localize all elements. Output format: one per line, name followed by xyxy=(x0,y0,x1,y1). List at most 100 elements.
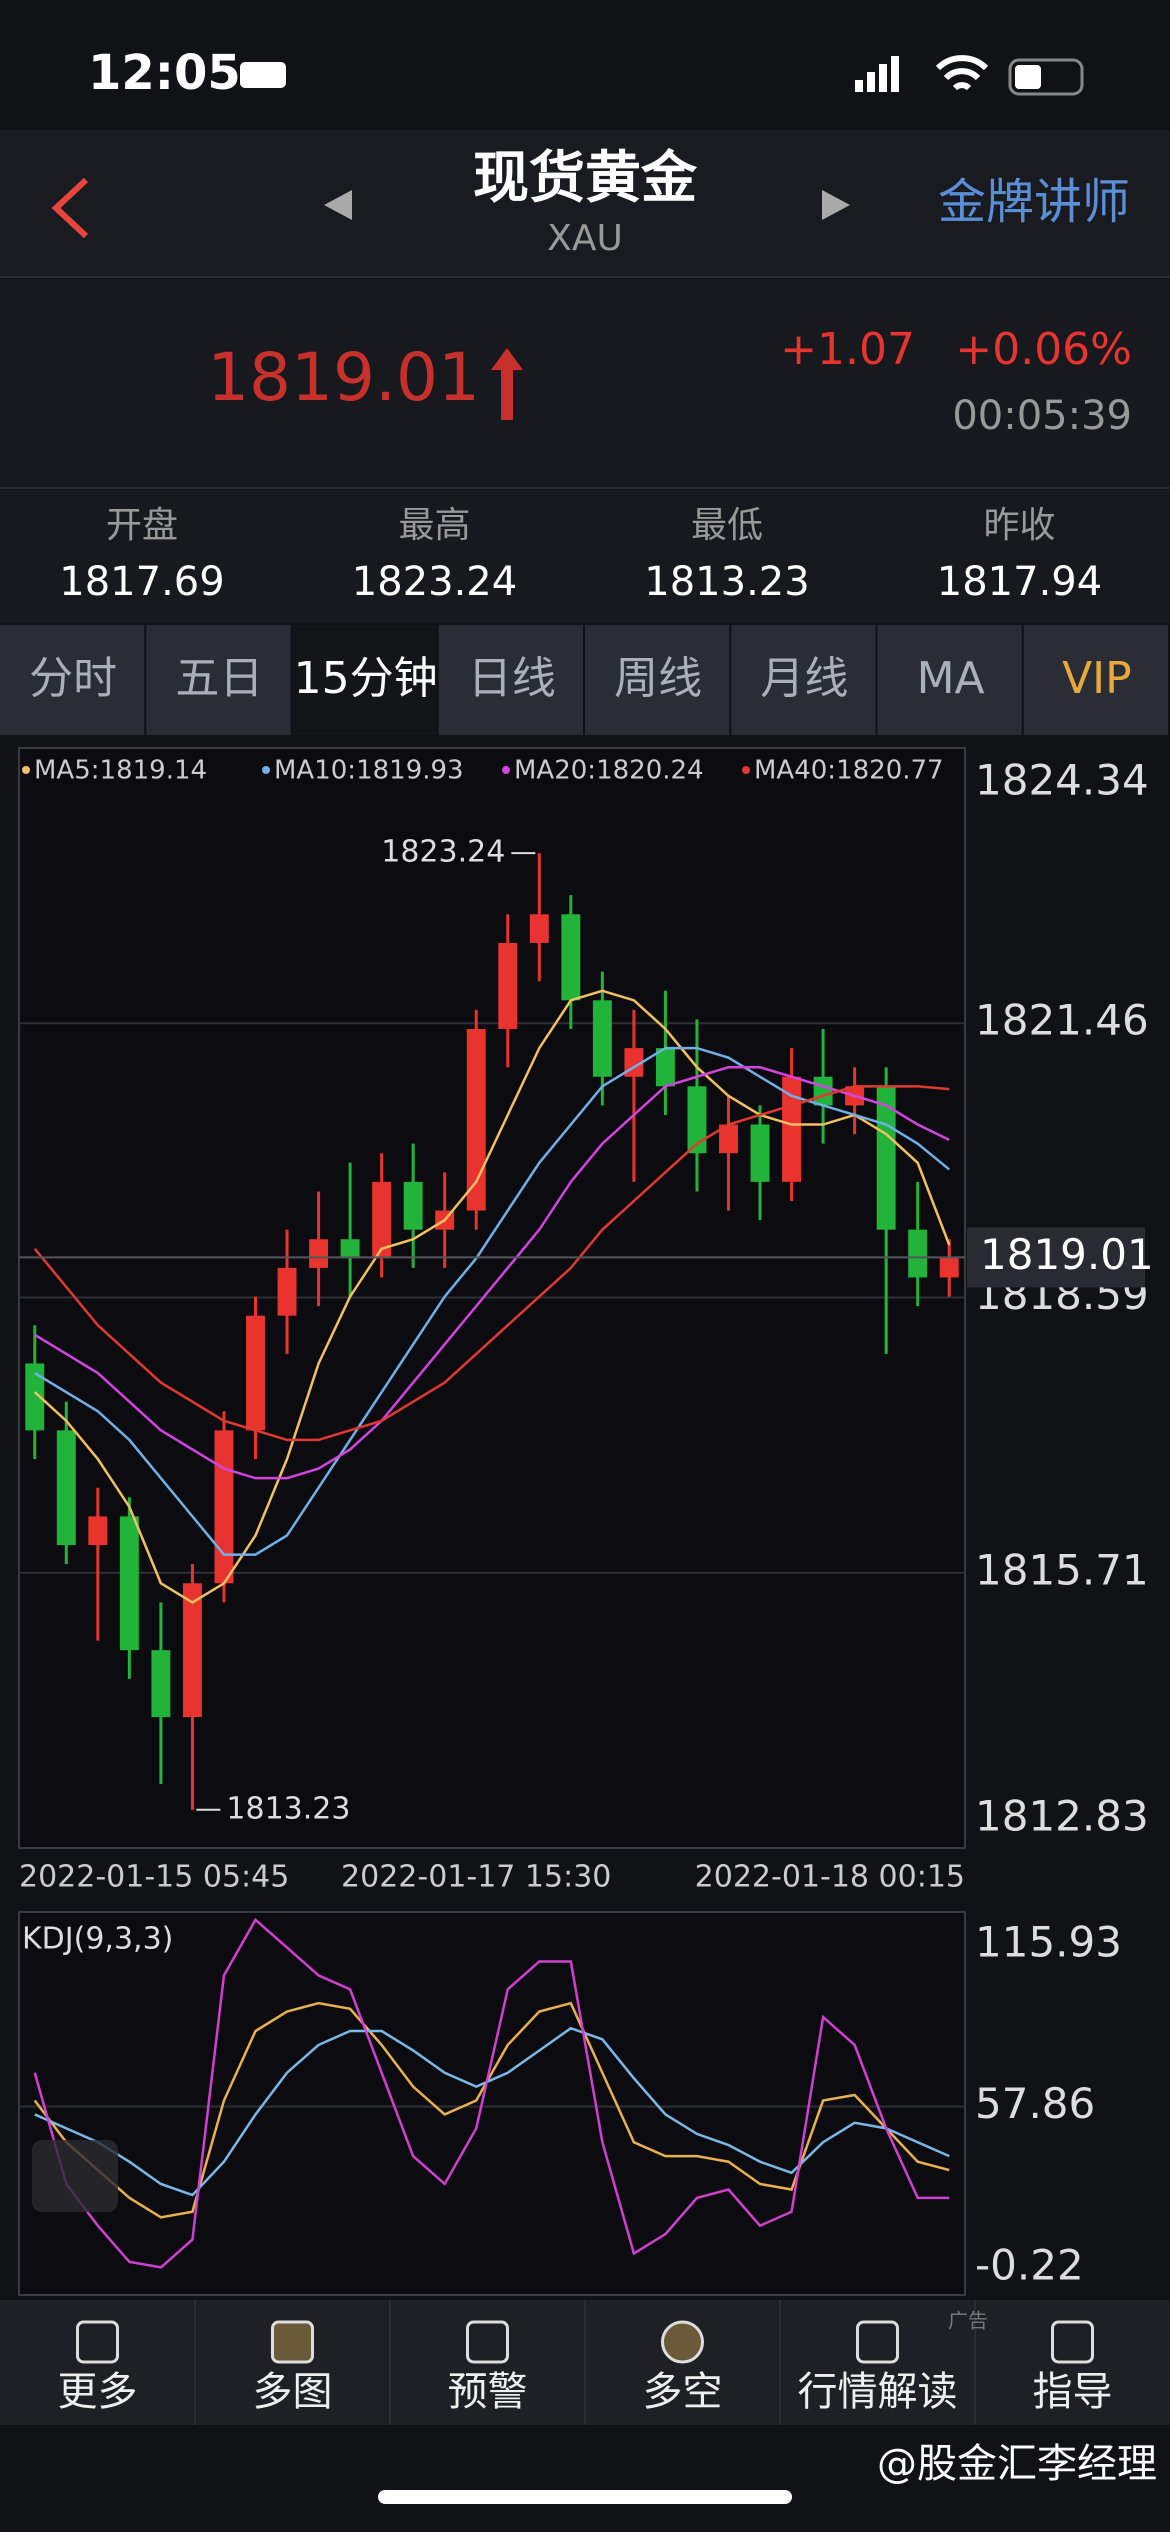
stat-label: 昨收 xyxy=(983,505,1055,546)
legend-dot xyxy=(742,766,750,774)
tab[interactable] xyxy=(146,625,291,735)
annotation: 1813.23 xyxy=(226,1791,350,1826)
wifi-icon xyxy=(935,55,989,91)
nav-label[interactable]: 指导 xyxy=(1033,2369,1113,2415)
y-tick-label: 1821.46 xyxy=(975,996,1149,1045)
next-button[interactable] xyxy=(822,190,850,220)
legend-label: MA10:1819.93 xyxy=(274,756,464,786)
candle-body xyxy=(498,942,518,1029)
legend-label: MA20:1820.24 xyxy=(514,756,704,786)
nav-label[interactable]: 更多 xyxy=(58,2369,138,2415)
nav-label[interactable]: 预警 xyxy=(448,2369,528,2415)
candle-body xyxy=(277,1267,297,1316)
nav-label[interactable]: 行情解读 xyxy=(798,2369,958,2415)
stats: 开盘 1817.69 最高 1823.24 最低 1813.23 昨收 1817.94 xyxy=(59,505,1102,605)
tab[interactable] xyxy=(0,625,145,735)
nav-icon[interactable] xyxy=(76,2320,119,2364)
y-tick-label: 57.86 xyxy=(975,2079,1095,2128)
candle-body xyxy=(750,1124,770,1182)
home-indicator xyxy=(378,2490,792,2504)
stat-value: 1817.69 xyxy=(59,559,224,605)
candle-body xyxy=(25,1363,45,1431)
tab-label[interactable]: MA xyxy=(917,653,985,704)
legend-dot xyxy=(502,766,510,774)
battery-level xyxy=(1015,65,1041,89)
tab-label[interactable]: 周线 xyxy=(614,653,702,704)
change: +1.07 xyxy=(780,324,915,375)
change-pct: +0.06% xyxy=(955,324,1132,375)
kdj-chart-frame xyxy=(18,1911,966,2296)
up-arrow xyxy=(491,348,523,420)
nav-icon[interactable] xyxy=(271,2320,314,2364)
candle-body xyxy=(529,914,549,943)
x-tick-label: 2022-01-15 05:45 xyxy=(19,1860,289,1895)
current-price-box xyxy=(967,1227,1145,1288)
candle-body xyxy=(119,1516,139,1651)
legend-label: MA5:1819.14 xyxy=(34,756,207,786)
tab[interactable] xyxy=(438,625,583,735)
tab[interactable] xyxy=(1023,625,1168,735)
candle-body xyxy=(88,1516,108,1546)
annotation: 1823.24 xyxy=(381,835,505,870)
stat-value: 1813.23 xyxy=(644,559,809,605)
tabs: 分时 五日 15分钟 日线 周线 月线 MA VIP xyxy=(0,625,1168,735)
float-button[interactable] xyxy=(32,2140,118,2212)
title: 现货黄金 xyxy=(473,146,698,211)
candle-body xyxy=(56,1430,76,1546)
price-chart: 1824.341821.461818.591815.711812.832022-… xyxy=(19,756,1154,1895)
tab-label[interactable]: 月线 xyxy=(760,653,848,704)
tab-label[interactable]: 15分钟 xyxy=(294,653,438,704)
subtitle: XAU xyxy=(547,218,623,259)
candle-body xyxy=(592,1000,612,1077)
status-time: 12:05 xyxy=(88,45,241,101)
back-button[interactable] xyxy=(51,177,89,239)
quote-panel xyxy=(0,279,1170,487)
candle-body xyxy=(403,1181,423,1230)
series-line xyxy=(33,989,951,1604)
tab[interactable] xyxy=(731,625,876,735)
nav-icon[interactable] xyxy=(661,2320,704,2364)
tab-label[interactable]: 五日 xyxy=(175,653,263,704)
series-line xyxy=(33,1085,950,1442)
candles xyxy=(25,853,959,1810)
header-bar xyxy=(0,130,1170,276)
current-price-label: 1819.01 xyxy=(980,1230,1154,1279)
tab-label[interactable]: 日线 xyxy=(468,653,556,704)
nav-icon[interactable] xyxy=(1051,2320,1094,2364)
ad-label: 广告 xyxy=(948,2309,988,2333)
nav-icon[interactable] xyxy=(856,2320,899,2364)
candle-body xyxy=(876,1086,896,1230)
series-line xyxy=(34,1065,950,1480)
candle-body xyxy=(719,1124,738,1154)
candle-body xyxy=(309,1239,329,1268)
candle-body xyxy=(466,1028,486,1211)
tab[interactable] xyxy=(877,625,1022,735)
candle-body xyxy=(655,1048,675,1087)
legend-label: MA40:1820.77 xyxy=(754,756,944,786)
legend-dot xyxy=(22,766,30,774)
quote-time: 00:05:39 xyxy=(952,393,1132,439)
sleep-icon xyxy=(240,62,286,88)
nav-label[interactable]: 多图 xyxy=(253,2369,333,2415)
nav-label[interactable]: 多空 xyxy=(643,2369,723,2415)
tab[interactable] xyxy=(292,625,437,735)
series-line xyxy=(34,1046,951,1556)
tab-label[interactable]: 分时 xyxy=(29,653,117,704)
kdj-chart: KDJ(9,3,3) 115.93 57.86 -0.22 xyxy=(19,1918,1122,2290)
price: 1819.01 xyxy=(207,339,480,416)
legend-dot xyxy=(262,766,270,774)
nav-icon[interactable] xyxy=(466,2320,509,2364)
tab-label[interactable]: VIP xyxy=(1062,653,1132,704)
mentor-link[interactable]: 金牌讲师 xyxy=(938,174,1130,230)
x-tick-label: 2022-01-18 00:15 xyxy=(695,1860,965,1895)
tab[interactable] xyxy=(585,625,730,735)
candle-body xyxy=(561,914,581,1001)
candle-body xyxy=(340,1239,360,1259)
candle-body xyxy=(214,1430,234,1584)
y-tick-label: -0.22 xyxy=(975,2241,1084,2290)
prev-button[interactable] xyxy=(324,190,352,220)
x-tick-label: 2022-01-17 15:30 xyxy=(341,1860,611,1895)
candle-body xyxy=(813,1076,833,1106)
y-tick-label: 1812.83 xyxy=(975,1792,1149,1841)
